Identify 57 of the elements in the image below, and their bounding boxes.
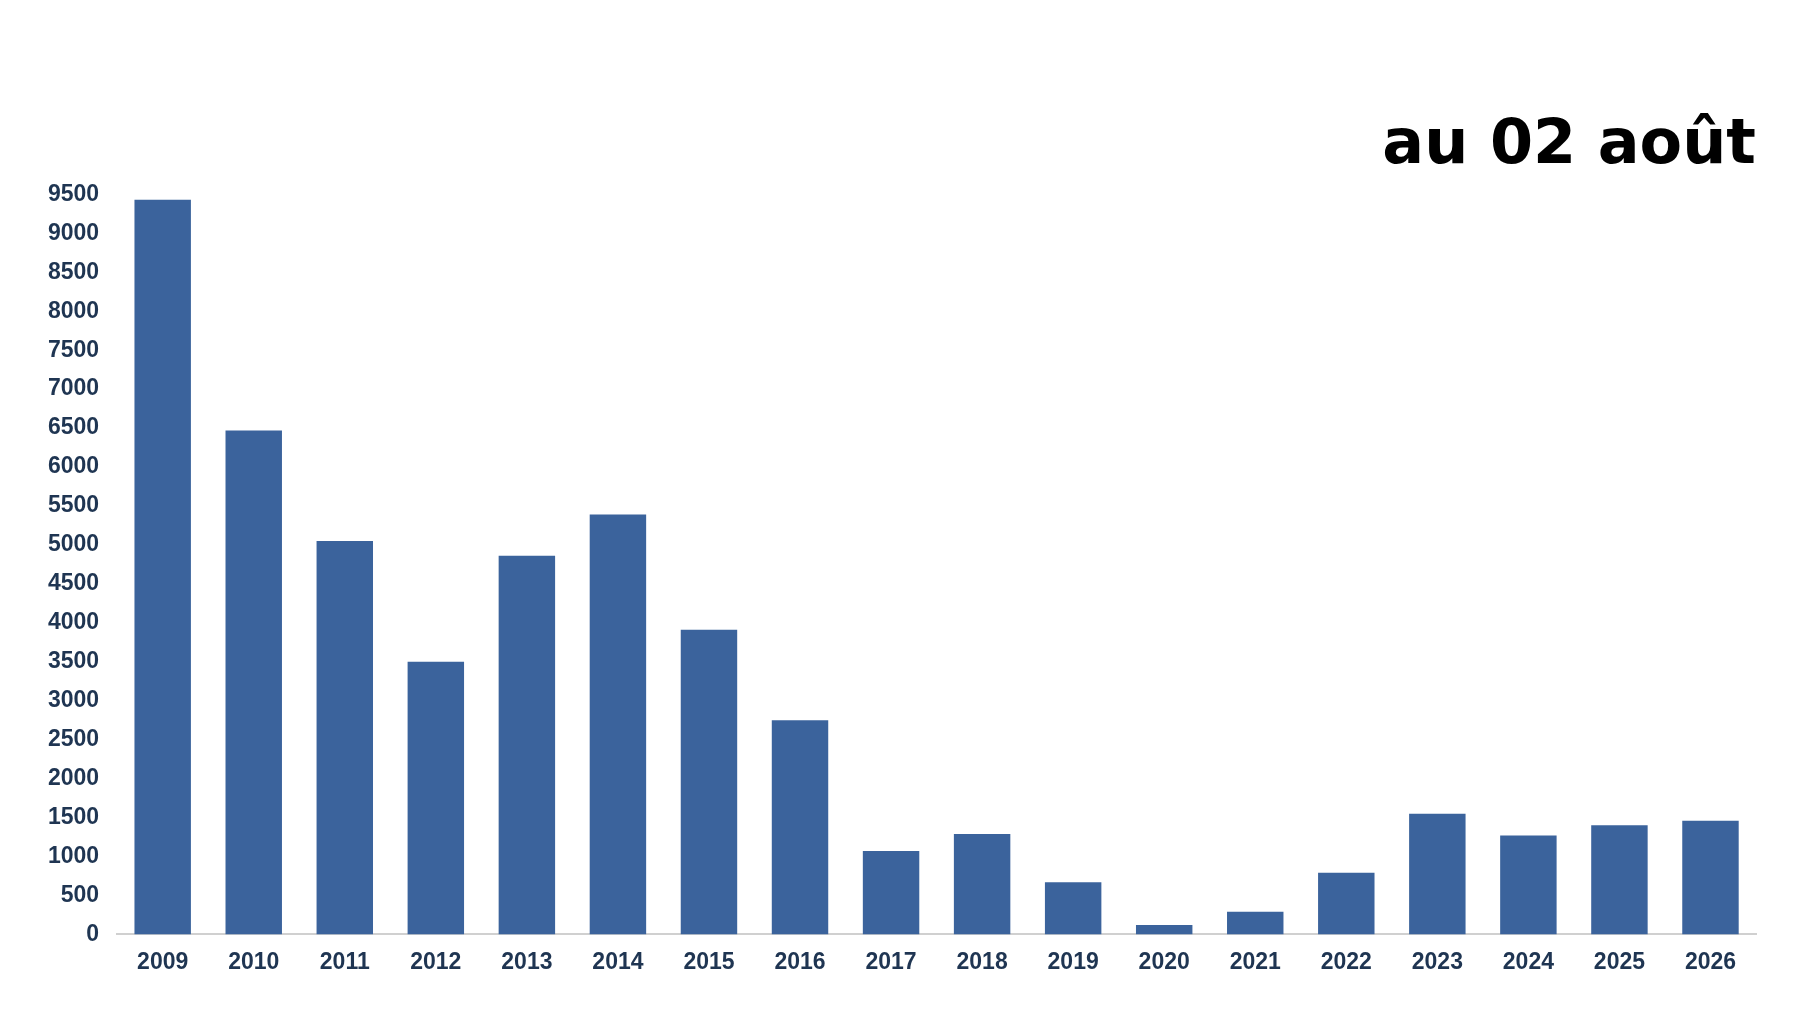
bar [134,199,191,935]
x-tick-label: 2009 [137,947,189,974]
y-tick-label: 6500 [47,413,100,440]
bar [1591,825,1648,935]
y-tick-label: 9500 [47,179,100,206]
y-tick-label: 2500 [47,725,100,752]
y-tick-label: 1000 [47,841,100,868]
y-tick-label: 7000 [47,374,100,401]
bar [680,629,738,935]
bar [1318,872,1375,935]
bar [225,430,282,935]
bar [1135,925,1193,935]
x-tick-label: 2024 [1502,947,1555,974]
chart-title: au 02 août [1382,105,1756,179]
x-tick-label: 2012 [410,947,462,974]
bar [407,661,465,935]
bar [316,541,374,935]
bar [1044,882,1102,935]
bar [498,555,556,935]
bar [1227,911,1284,935]
x-tick-label: 2025 [1593,947,1646,974]
bar [589,514,647,935]
y-tick-label: 500 [60,880,100,907]
y-tick-label: 3500 [47,647,100,674]
bar [1500,835,1557,935]
x-tick-label: 2018 [956,947,1008,974]
x-tick-label: 2015 [683,947,735,974]
y-tick-label: 3000 [47,686,100,713]
y-tick-label: 9000 [47,218,100,245]
x-tick-label: 2022 [1320,947,1372,974]
x-tick-label: 2016 [774,947,826,974]
bar [953,833,1011,935]
bar [1682,820,1739,935]
x-tick-label: 2011 [319,947,370,974]
y-tick-label: 5500 [47,491,100,518]
y-tick-label: 8000 [47,296,100,323]
y-tick-label: 4000 [47,608,100,635]
y-tick-label: 4500 [47,569,100,596]
bar [1409,813,1466,935]
x-tick-label: 2017 [865,947,917,974]
bar [771,720,829,935]
x-tick-label: 2013 [501,947,553,974]
y-tick-label: 2000 [47,763,100,790]
x-tick-label: 2019 [1047,947,1099,974]
y-tick-label: 6000 [47,452,100,479]
x-tick-label: 2020 [1138,947,1190,974]
y-tick-label: 0 [86,919,100,946]
y-tick-label: 8500 [47,257,100,284]
x-tick-label: 2026 [1684,947,1737,974]
x-tick-label: 2023 [1411,947,1463,974]
bar [862,851,920,935]
y-tick-label: 7500 [47,335,100,362]
x-tick-label: 2010 [228,947,280,974]
x-tick-label: 2021 [1229,947,1282,974]
x-tick-label: 2014 [592,947,644,974]
y-tick-label: 1500 [47,802,100,829]
y-tick-label: 5000 [47,530,100,557]
